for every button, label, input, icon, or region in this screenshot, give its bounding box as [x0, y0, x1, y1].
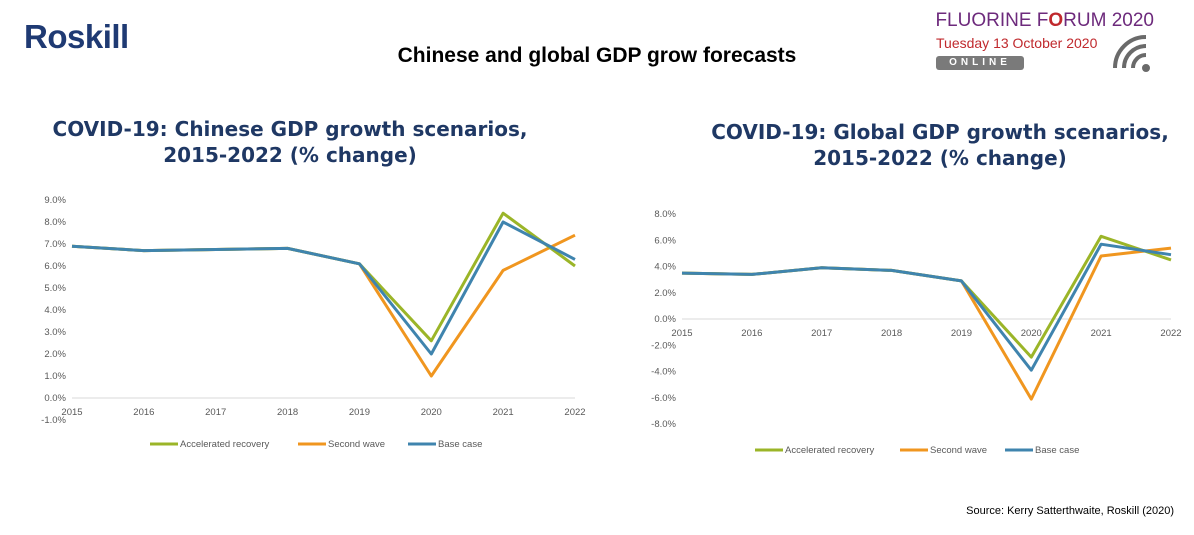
- x-tick-label: 2018: [277, 407, 298, 418]
- y-tick-label: 1.0%: [44, 371, 66, 382]
- y-tick-label: 4.0%: [44, 305, 66, 316]
- y-tick-label: 3.0%: [44, 327, 66, 338]
- legend-label-base: Base case: [1035, 445, 1079, 456]
- event-date: Tuesday 13 October 2020: [936, 35, 1098, 51]
- online-badge: ONLINE: [936, 56, 1024, 70]
- series-line-base: [71, 220, 576, 356]
- y-tick-label: 2.0%: [44, 349, 66, 360]
- legend-label-base: Base case: [438, 439, 482, 450]
- y-tick-label: 6.0%: [44, 261, 66, 272]
- event-name-part-c: RUM 2020: [1063, 10, 1154, 31]
- x-tick-label: 2022: [1160, 328, 1181, 339]
- china-gdp-chart: -1.0% 0.0% 1.0% 2.0% 3.0% 4.0% 5.0% 6.0% 7.0% 8.0…: [41, 195, 585, 450]
- x-tick-label: 2016: [741, 328, 762, 339]
- legend-label-accelerated: Accelerated recovery: [785, 445, 874, 456]
- y-tick-label: 9.0%: [44, 195, 66, 206]
- legend-label-second: Second wave: [328, 439, 385, 450]
- series-line-second: [681, 246, 1172, 401]
- x-tick-label: 2021: [493, 407, 514, 418]
- y-tick-label: 7.0%: [44, 239, 66, 250]
- slide-title: Chinese and global GDP grow forecasts: [397, 44, 797, 67]
- x-tick-label: 2019: [349, 407, 370, 418]
- series-line-base: [681, 242, 1172, 372]
- x-tick-label: 2017: [811, 328, 832, 339]
- y-tick-label: 4.0%: [654, 262, 676, 273]
- x-tick-label: 2019: [951, 328, 972, 339]
- x-tick-label: 2020: [421, 407, 442, 418]
- x-tick-label: 2022: [564, 407, 585, 418]
- y-tick-label: 2.0%: [654, 288, 676, 299]
- y-tick-label: -1.0%: [41, 415, 66, 426]
- event-name-part-a: FLUORINE F: [935, 10, 1049, 31]
- global-gdp-chart: -8.0% -6.0% -4.0% -2.0% 0.0% 2.0% 4.0% 6.0% 8.0%…: [651, 209, 1181, 456]
- event-name: FLUORINE FORUM 2020: [935, 10, 1154, 32]
- y-tick-label: 0.0%: [654, 314, 676, 325]
- chart-title-china: COVID-19: Chinese GDP growth scenarios, …: [40, 116, 540, 168]
- x-tick-label: 2021: [1091, 328, 1112, 339]
- y-tick-label: -4.0%: [651, 367, 676, 378]
- legend-label-accelerated: Accelerated recovery: [180, 439, 269, 450]
- wifi-signal-icon: [1113, 35, 1150, 72]
- y-tick-label: -2.0%: [651, 340, 676, 351]
- y-tick-label: -6.0%: [651, 393, 676, 404]
- legend-label-second: Second wave: [930, 445, 987, 456]
- y-tick-label: 5.0%: [44, 283, 66, 294]
- x-tick-label: 2015: [61, 407, 82, 418]
- x-tick-label: 2015: [671, 328, 692, 339]
- y-tick-label: -8.0%: [651, 419, 676, 430]
- x-tick-label: 2016: [133, 407, 154, 418]
- y-tick-label: 8.0%: [44, 217, 66, 228]
- chart-title-china-line2: 2015-2022 (% change): [163, 143, 417, 167]
- roskill-logo: Roskill: [24, 18, 129, 55]
- chart-title-global-line1: COVID-19: Global GDP growth scenarios,: [711, 120, 1169, 144]
- x-tick-label: 2020: [1021, 328, 1042, 339]
- x-tick-label: 2017: [205, 407, 226, 418]
- x-tick-label: 2018: [881, 328, 902, 339]
- chart-title-global-line2: 2015-2022 (% change): [813, 146, 1067, 170]
- source-note: Source: Kerry Satterthwaite, Roskill (20…: [966, 505, 1174, 517]
- y-tick-label: 8.0%: [654, 209, 676, 220]
- event-name-part-b: O: [1048, 10, 1064, 31]
- event-branding: FLUORINE FORUM 2020 Tuesday 13 October 2…: [934, 10, 1154, 80]
- y-tick-label: 0.0%: [44, 393, 66, 404]
- y-tick-label: 6.0%: [654, 235, 676, 246]
- chart-title-china-line1: COVID-19: Chinese GDP growth scenarios,: [52, 117, 528, 141]
- chart-title-global: COVID-19: Global GDP growth scenarios, 2…: [690, 119, 1190, 171]
